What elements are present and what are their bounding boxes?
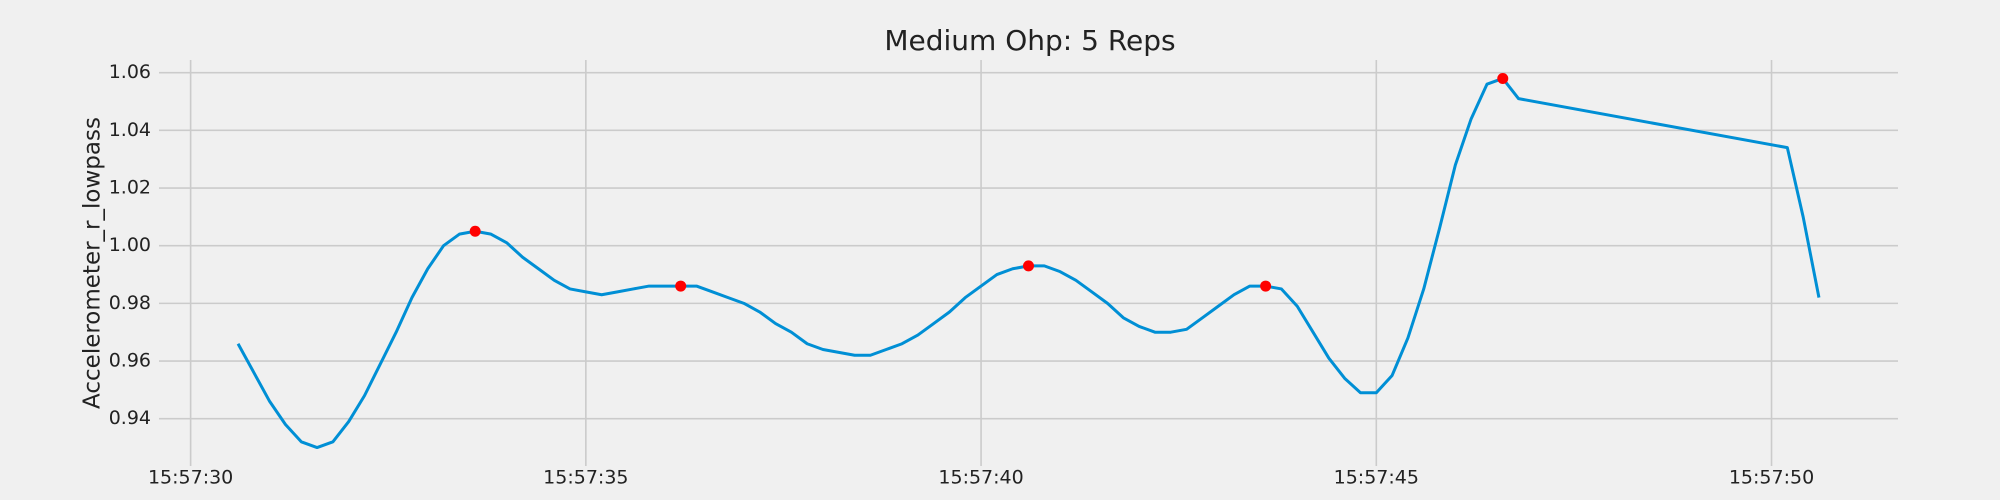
peak-point (1260, 280, 1272, 292)
chart-title: Medium Ohp: 5 Reps (884, 24, 1175, 57)
peak-point (1497, 72, 1509, 84)
y-tick-label: 1.00 (109, 234, 151, 256)
y-tick-label: 0.94 (109, 407, 151, 429)
x-tick-label: 15:57:40 (938, 467, 1023, 489)
x-tick-label: 15:57:30 (148, 467, 233, 489)
y-tick-label: 1.04 (109, 119, 151, 141)
peak-point (675, 280, 687, 292)
x-tick-label: 15:57:50 (1729, 467, 1814, 489)
y-tick-label: 0.96 (109, 350, 151, 372)
peak-point (469, 225, 481, 237)
y-tick-label: 1.02 (109, 177, 151, 199)
data-line (236, 76, 1821, 450)
y-tick-label: 1.06 (109, 61, 151, 83)
y-tick-label: 0.98 (109, 292, 151, 314)
x-tick-label: 15:57:35 (543, 467, 628, 489)
y-axis-label: Accelerometer_r_lowpass (80, 117, 106, 409)
x-tick-label: 15:57:45 (1334, 467, 1419, 489)
peak-point (1023, 260, 1034, 272)
